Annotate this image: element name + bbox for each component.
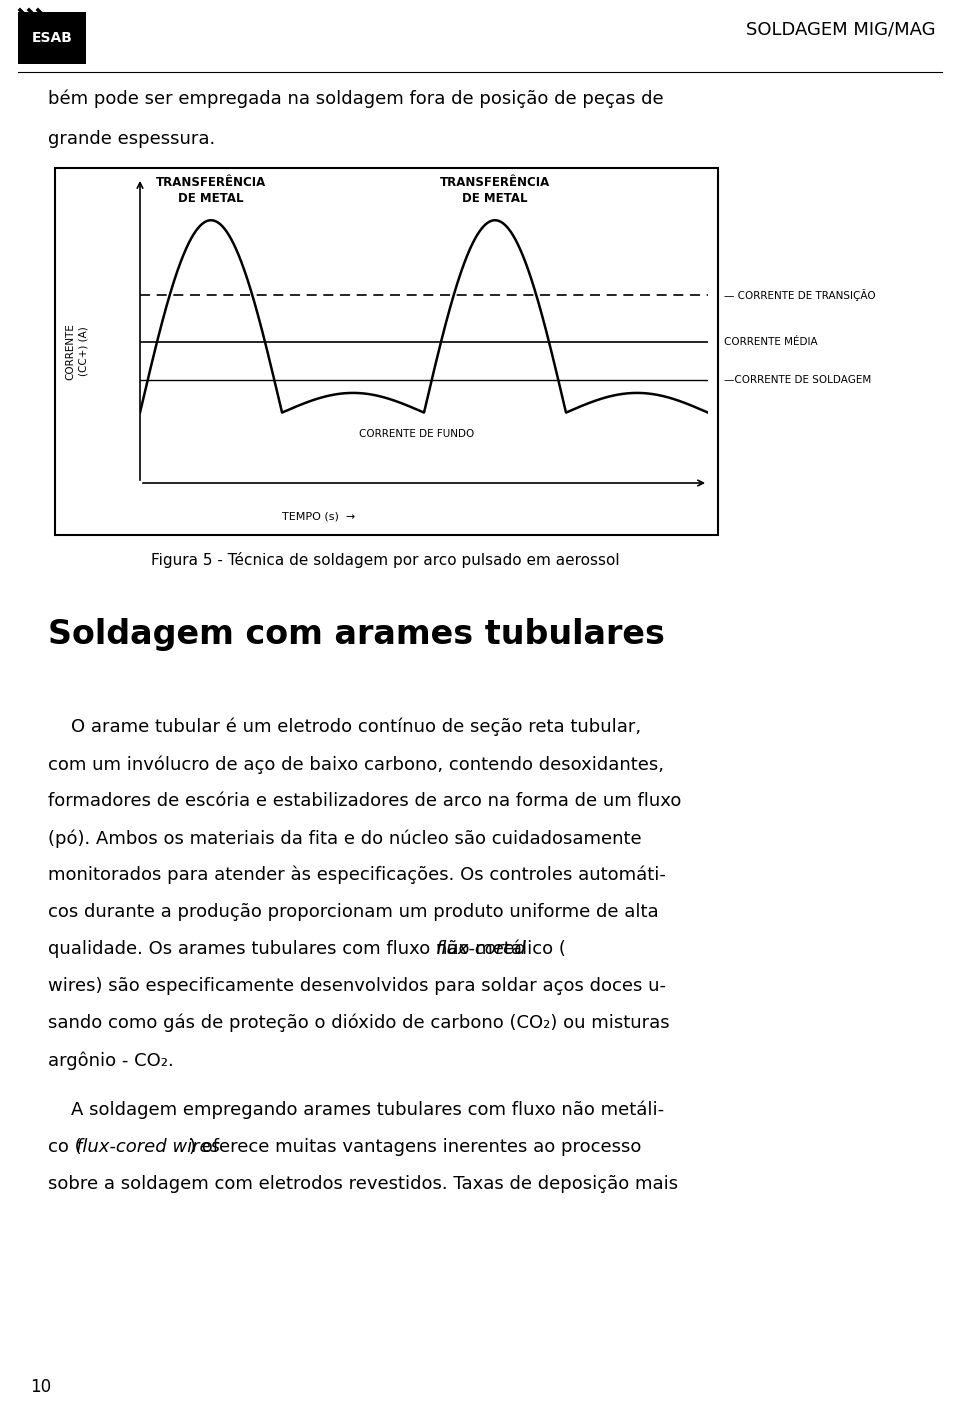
Text: co (: co ( <box>48 1138 82 1156</box>
Text: Soldagem com arames tubulares: Soldagem com arames tubulares <box>48 618 665 651</box>
Text: — CORRENTE DE TRANSIÇÃO: — CORRENTE DE TRANSIÇÃO <box>724 289 876 302</box>
Text: 10: 10 <box>30 1378 51 1396</box>
Text: formadores de escória e estabilizadores de arco na forma de um fluxo: formadores de escória e estabilizadores … <box>48 792 682 810</box>
Text: wires) são especificamente desenvolvidos para soldar aços doces u-: wires) são especificamente desenvolvidos… <box>48 977 666 995</box>
Text: sando como gás de proteção o dióxido de carbono (CO₂) ou misturas: sando como gás de proteção o dióxido de … <box>48 1014 670 1032</box>
Text: —CORRENTE DE SOLDAGEM: —CORRENTE DE SOLDAGEM <box>724 375 872 384</box>
Text: Figura 5 - Técnica de soldagem por arco pulsado em aerossol: Figura 5 - Técnica de soldagem por arco … <box>151 553 619 568</box>
Text: A soldagem empregando arames tubulares com fluxo não metáli-: A soldagem empregando arames tubulares c… <box>48 1101 664 1119</box>
Text: argônio - CO₂.: argônio - CO₂. <box>48 1051 174 1069</box>
Text: grande espessura.: grande espessura. <box>48 130 215 148</box>
Text: sobre a soldagem com eletrodos revestidos. Taxas de deposição mais: sobre a soldagem com eletrodos revestido… <box>48 1175 678 1193</box>
Text: monitorados para atender às especificações. Os controles automáti-: monitorados para atender às especificaçõ… <box>48 866 666 884</box>
Text: bém pode ser empregada na soldagem fora de posição de peças de: bém pode ser empregada na soldagem fora … <box>48 90 663 108</box>
Text: SOLDAGEM MIG/MAG: SOLDAGEM MIG/MAG <box>746 20 935 38</box>
Text: flux-cored wires: flux-cored wires <box>76 1138 220 1156</box>
Text: O arame tubular é um eletrodo contínuo de seção reta tubular,: O arame tubular é um eletrodo contínuo d… <box>48 718 641 736</box>
Text: (pó). Ambos os materiais da fita e do núcleo são cuidadosamente: (pó). Ambos os materiais da fita e do nú… <box>48 829 641 847</box>
Text: TRANSFERÊNCIA
DE METAL: TRANSFERÊNCIA DE METAL <box>440 177 550 205</box>
Text: ) oferece muitas vantagens inerentes ao processo: ) oferece muitas vantagens inerentes ao … <box>189 1138 641 1156</box>
Text: qualidade. Os arames tubulares com fluxo não metálico (: qualidade. Os arames tubulares com fluxo… <box>48 940 565 958</box>
Text: com um invólucro de aço de baixo carbono, contendo desoxidantes,: com um invólucro de aço de baixo carbono… <box>48 755 664 773</box>
Text: CORRENTE MÉDIA: CORRENTE MÉDIA <box>724 337 818 347</box>
Text: ESAB: ESAB <box>32 31 72 46</box>
Text: CORRENTE
(CC+) (A): CORRENTE (CC+) (A) <box>66 323 88 380</box>
Text: TRANSFERÊNCIA
DE METAL: TRANSFERÊNCIA DE METAL <box>156 177 266 205</box>
Text: cos durante a produção proporcionam um produto uniforme de alta: cos durante a produção proporcionam um p… <box>48 903 659 921</box>
Bar <box>55 168 718 535</box>
Bar <box>18 11 86 64</box>
Text: flux-cored: flux-cored <box>436 940 526 958</box>
Text: TEMPO (s)  →: TEMPO (s) → <box>282 511 355 521</box>
Text: CORRENTE DE FUNDO: CORRENTE DE FUNDO <box>359 429 474 439</box>
